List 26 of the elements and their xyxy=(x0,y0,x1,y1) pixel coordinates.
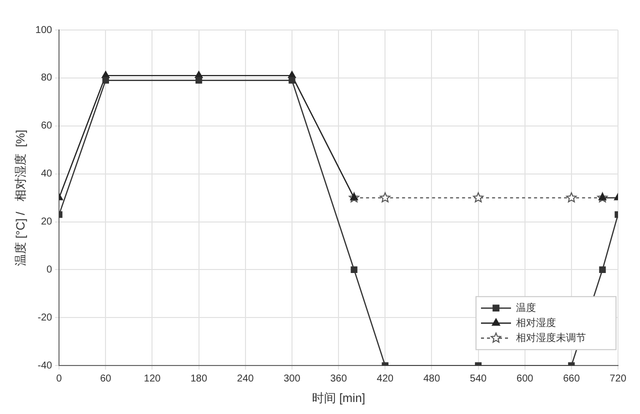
x-tick-label: 420 xyxy=(376,373,394,384)
y-tick-label: 100 xyxy=(35,24,53,36)
y-tick-label: 40 xyxy=(40,168,53,180)
y-tick-label: 20 xyxy=(40,216,53,228)
x-tick-label: 0 xyxy=(56,373,62,384)
x-tick-label: 720 xyxy=(610,373,627,384)
x-tick-label: 180 xyxy=(190,373,208,384)
legend-label: 相对湿度 xyxy=(516,316,556,329)
y-tick-label: 60 xyxy=(40,120,53,132)
y-tick-label: 80 xyxy=(40,72,53,84)
y-tick-label: -40 xyxy=(38,360,53,372)
y-tick-label: 0 xyxy=(46,264,53,276)
x-tick-label: 240 xyxy=(237,373,254,384)
x-tick-label: 660 xyxy=(563,373,580,384)
x-tick-label: 300 xyxy=(284,373,301,384)
x-tick-label: 480 xyxy=(423,373,440,384)
x-tick-label: 120 xyxy=(144,373,162,384)
x-tick-label: 60 xyxy=(100,373,112,384)
y-tick-label: -20 xyxy=(38,312,53,324)
legend-label: 温度 xyxy=(516,302,536,314)
x-tick-label: 540 xyxy=(470,373,488,384)
x-tick-label: 360 xyxy=(330,373,348,384)
x-tick-label: 600 xyxy=(516,373,534,384)
y-axis-title: 温度 [°C] / 相对湿度 [%] xyxy=(14,130,28,266)
legend-label: 相对湿度未调节 xyxy=(516,332,586,344)
x-axis-title: 时间 [min] xyxy=(312,391,366,406)
